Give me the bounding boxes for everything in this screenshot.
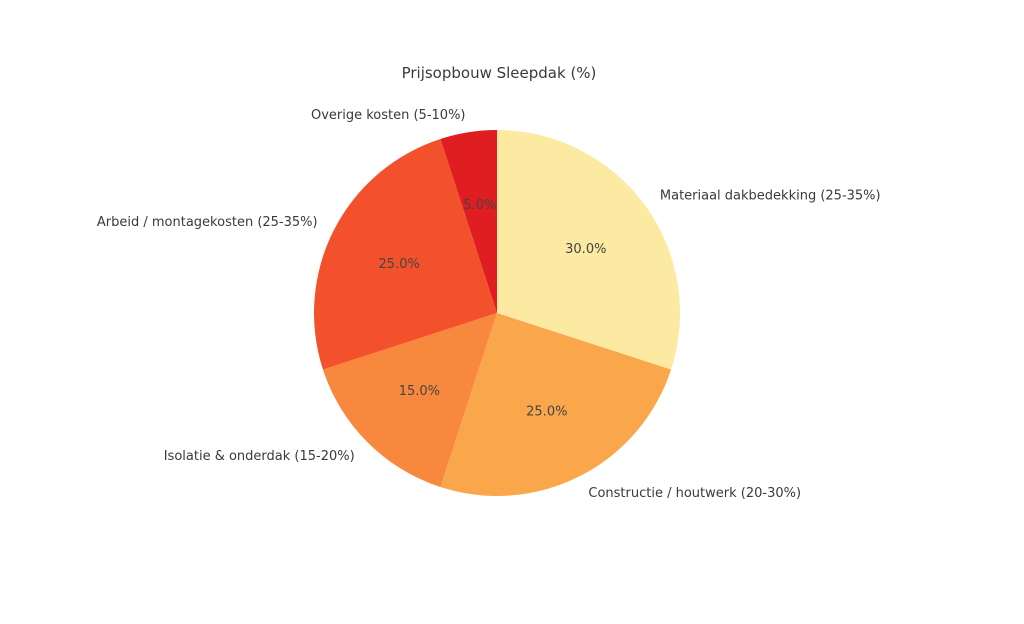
chart-title: Prijsopbouw Sleepdak (%) (401, 64, 597, 82)
pie-slice-4 (314, 138, 497, 370)
slice-pct-label-1: 30.0% (565, 242, 606, 257)
slice-label-5: Overige kosten (5-10%) (311, 108, 466, 123)
pie-slice-3 (322, 313, 497, 488)
slice-pct-label-2: 25.0% (526, 404, 567, 419)
pie-slice-1 (497, 130, 680, 370)
slice-pct-label-4: 25.0% (379, 257, 420, 272)
slice-label-1: Materiaal dakbedekking (25-35%) (660, 188, 881, 203)
slice-label-3: Isolatie & onderdak (15-20%) (164, 449, 355, 464)
slice-label-2: Constructie / houtwerk (20-30%) (588, 486, 801, 501)
slice-pct-label-3: 15.0% (399, 384, 440, 399)
slice-pct-label-5: 5.0% (463, 198, 496, 213)
slice-label-4: Arbeid / montagekosten (25-35%) (97, 215, 318, 230)
pie-slice-5 (440, 130, 497, 313)
pie-slice-2 (440, 313, 672, 496)
